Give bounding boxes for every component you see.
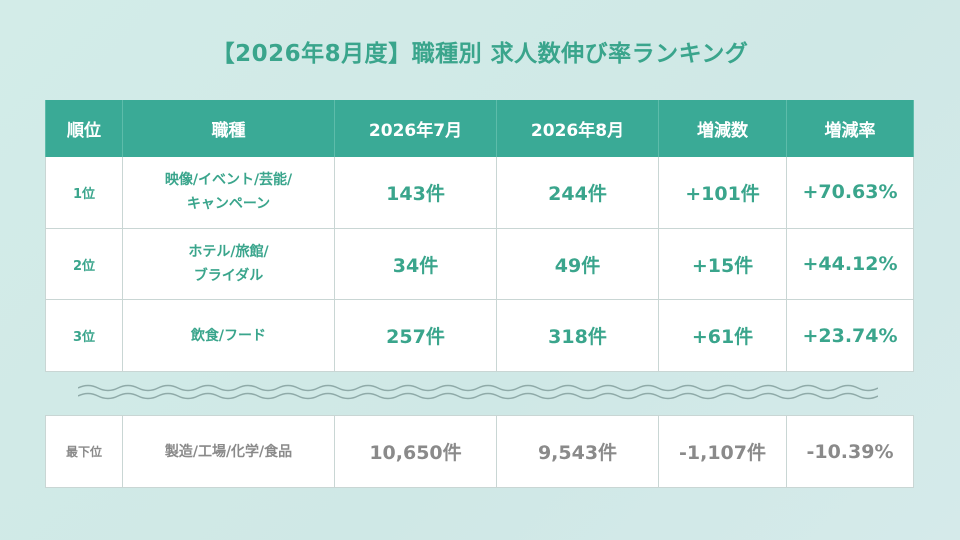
category-line: キャンペーン: [186, 196, 271, 213]
value-text: +23.74%: [802, 324, 898, 347]
value-cell: +44.12%: [787, 228, 914, 301]
category-cell: ホテル/旅館/ブライダル: [123, 228, 335, 301]
value-cell: +101件: [659, 157, 787, 229]
column-header: 2026年8月: [497, 100, 659, 157]
rank-cell: 3位: [45, 300, 123, 373]
value-text: +61件: [691, 326, 754, 349]
rank-cell: 1位: [45, 157, 123, 229]
table-row: 1位 映像/イベント/芸能/キャンペーン 143件 244件 +101件 +70.63%: [45, 157, 914, 229]
rank-cell: 最下位: [45, 416, 123, 488]
table-row: 2位 ホテル/旅館/ブライダル 34件 49件 +15件 +44.12%: [45, 228, 914, 301]
value-cell: +15件: [659, 228, 787, 301]
value-cell: 244件: [497, 157, 659, 229]
value-cell: 49件: [497, 228, 659, 301]
value-text: 318件: [548, 326, 607, 349]
column-header: 増減数: [659, 100, 787, 157]
value-cell: 34件: [335, 228, 497, 301]
rank-text: 2位: [72, 258, 96, 274]
category-cell: 製造/工場/化学/食品: [123, 416, 335, 488]
rank-text: 3位: [72, 330, 96, 346]
value-cell: +61件: [659, 300, 787, 373]
value-text: 257件: [386, 326, 445, 349]
category-line: ブライダル: [193, 268, 264, 285]
value-text: 9,543件: [537, 442, 618, 464]
bottom-table: 最下位 製造/工場/化学/食品 10,650件 9,543件 -1,107件 -10.39…: [45, 415, 914, 488]
value-text: +70.63%: [802, 181, 898, 204]
value-text: 244件: [548, 182, 607, 205]
wave-divider: [78, 384, 878, 400]
value-cell: +23.74%: [787, 300, 914, 373]
column-header: 増減率: [787, 100, 914, 157]
value-text: +101件: [685, 182, 760, 205]
value-cell: 143件: [335, 157, 497, 229]
value-cell: +70.63%: [787, 157, 914, 229]
rank-cell: 2位: [45, 228, 123, 301]
category-line: ホテル/旅館/: [188, 244, 269, 261]
value-cell: -10.39%: [787, 416, 914, 488]
value-cell: 257件: [335, 300, 497, 373]
rank-text: 最下位: [65, 445, 102, 459]
category-line: 映像/イベント/芸能/: [164, 172, 293, 189]
header-row: 順位 職種 2026年7月 2026年8月 増減数 増減率: [45, 100, 914, 157]
value-text: 34件: [392, 254, 439, 277]
table-row: 3位 飲食/フード 257件 318件 +61件 +23.74%: [45, 300, 914, 373]
value-text: 143件: [386, 182, 445, 205]
value-text: 10,650件: [369, 442, 462, 464]
column-header: 職種: [123, 100, 335, 157]
bottom-row: 最下位 製造/工場/化学/食品 10,650件 9,543件 -1,107件 -10.39…: [45, 416, 914, 488]
ranking-table: 順位 職種 2026年7月 2026年8月 増減数 増減率 1位 映像/イベント/芸能/キャン…: [45, 100, 914, 373]
value-cell: 10,650件: [335, 416, 497, 488]
category-line: 飲食/フード: [190, 327, 267, 344]
column-header: 順位: [45, 100, 123, 157]
title: 【2026年8月度】職種別 求人数伸び率ランキング: [211, 41, 749, 67]
category-line: 製造/工場/化学/食品: [164, 443, 293, 460]
value-cell: -1,107件: [659, 416, 787, 488]
rank-text: 1位: [72, 186, 96, 202]
value-text: 49件: [554, 254, 601, 277]
category-cell: 飲食/フード: [123, 300, 335, 373]
value-cell: 318件: [497, 300, 659, 373]
value-text: -1,107件: [679, 442, 766, 464]
column-header: 2026年7月: [335, 100, 497, 157]
value-text: -10.39%: [806, 440, 894, 463]
value-text: +44.12%: [802, 253, 898, 276]
category-cell: 映像/イベント/芸能/キャンペーン: [123, 157, 335, 229]
value-text: +15件: [691, 254, 754, 277]
value-cell: 9,543件: [497, 416, 659, 488]
